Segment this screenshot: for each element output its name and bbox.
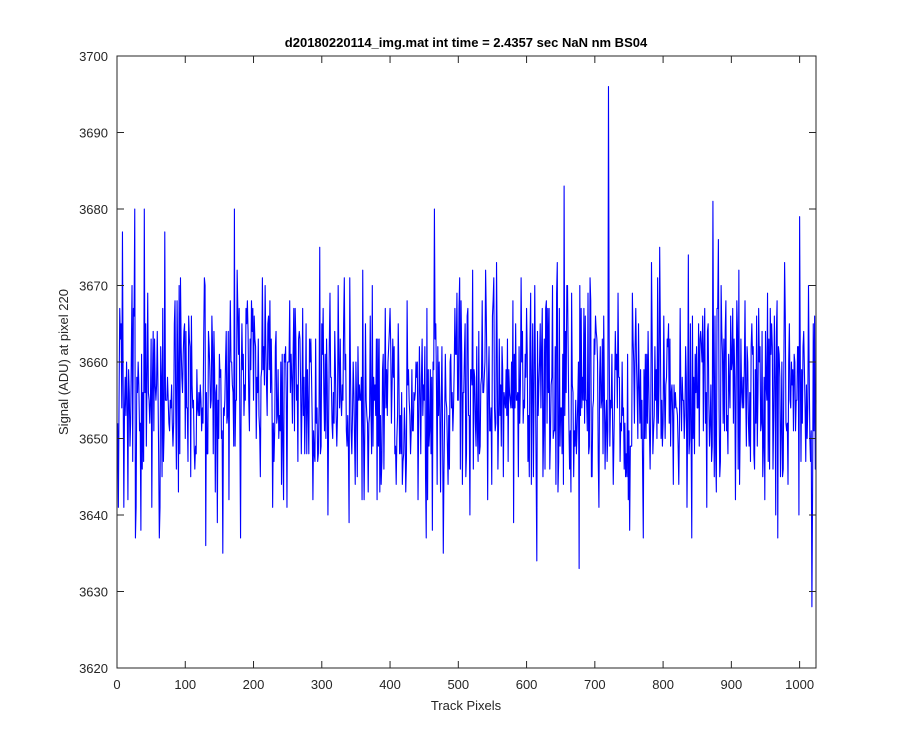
x-axis-title: Track Pixels <box>431 698 502 713</box>
y-axis-title: Signal (ADU) at pixel 220 <box>56 289 71 435</box>
x-tick-label: 500 <box>447 677 469 692</box>
y-tick-label: 3620 <box>79 661 108 676</box>
x-tick-label: 700 <box>584 677 606 692</box>
y-tick-label: 3650 <box>79 432 108 447</box>
series-layer <box>117 86 817 608</box>
y-tick-label: 3680 <box>79 202 108 217</box>
x-tick-label: 900 <box>721 677 743 692</box>
series-line <box>117 86 817 608</box>
ticks-layer: 0 100 200 300 400 500 600 700 800 900 1000 3620 3630… <box>79 49 816 692</box>
y-tick-label: 3640 <box>79 508 108 523</box>
x-tick-label: 300 <box>311 677 333 692</box>
x-tick-label: 200 <box>243 677 265 692</box>
x-tick-label: 0 <box>113 677 120 692</box>
y-tick-label: 3660 <box>79 355 108 370</box>
x-tick-label: 400 <box>379 677 401 692</box>
y-tick-label: 3670 <box>79 279 108 294</box>
chart-title: d20180220114_img.mat int time = 2.4357 s… <box>285 35 648 50</box>
y-tick-label: 3690 <box>79 126 108 141</box>
y-tick-label: 3630 <box>79 585 108 600</box>
x-tick-label: 100 <box>174 677 196 692</box>
y-tick-label: 3700 <box>79 49 108 64</box>
x-tick-label: 600 <box>516 677 538 692</box>
x-tick-label: 800 <box>652 677 674 692</box>
x-tick-label: 1000 <box>785 677 814 692</box>
